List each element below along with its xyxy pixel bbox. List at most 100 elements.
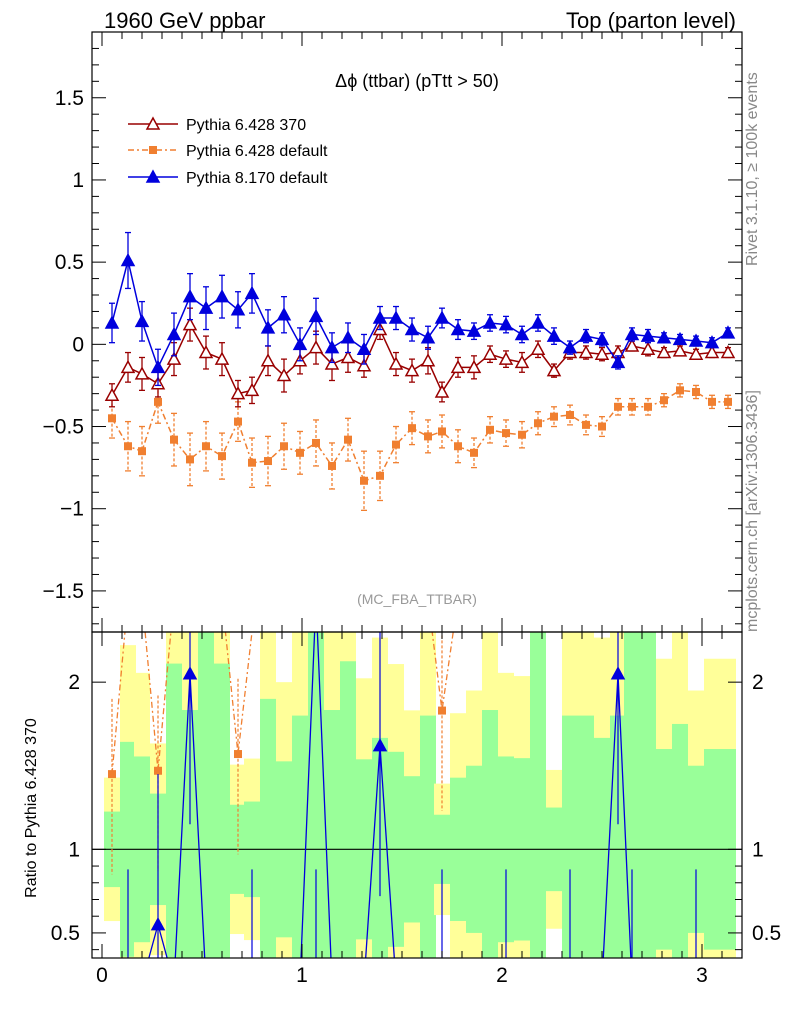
series-line-1 bbox=[111, 389, 728, 482]
data-point bbox=[214, 289, 230, 303]
ratio-band-inner bbox=[530, 632, 546, 958]
legend-marker bbox=[149, 146, 157, 154]
legend-label: Pythia 6.428 default bbox=[186, 143, 328, 160]
data-point bbox=[280, 442, 288, 451]
data-point bbox=[656, 330, 672, 344]
x-tick-label: 3 bbox=[696, 964, 708, 987]
ratio-y-tick-label: 0.5 bbox=[51, 922, 80, 945]
data-point bbox=[720, 325, 736, 339]
data-point bbox=[120, 252, 136, 267]
legend-label: Pythia 6.428 370 bbox=[186, 117, 306, 134]
data-point bbox=[260, 353, 276, 367]
ratio-y-tick-label: 2 bbox=[68, 671, 80, 694]
data-point bbox=[438, 427, 446, 436]
data-point bbox=[498, 317, 514, 331]
data-point bbox=[312, 438, 320, 447]
data-point bbox=[104, 387, 120, 402]
data-point bbox=[186, 455, 194, 464]
data-point bbox=[530, 315, 546, 329]
ratio-band-inner bbox=[672, 723, 688, 958]
data-point bbox=[360, 476, 368, 485]
data-point bbox=[296, 448, 304, 457]
data-point bbox=[486, 425, 494, 434]
data-point bbox=[276, 367, 292, 382]
data-point bbox=[356, 341, 372, 356]
data-point bbox=[328, 461, 336, 470]
data-point bbox=[276, 307, 292, 321]
data-point bbox=[230, 302, 246, 316]
data-point bbox=[624, 326, 640, 341]
data-point bbox=[692, 388, 700, 396]
data-point bbox=[434, 310, 450, 324]
ratio-y-tick-label: 1 bbox=[68, 838, 80, 861]
ratio-y-tick-label-right: 0.5 bbox=[752, 922, 781, 945]
data-point bbox=[644, 402, 652, 411]
data-point bbox=[166, 326, 182, 341]
data-point bbox=[582, 420, 590, 429]
data-point bbox=[420, 353, 436, 367]
data-point bbox=[292, 336, 308, 351]
ratio-band-inner bbox=[260, 698, 276, 958]
data-point bbox=[344, 435, 352, 444]
data-point bbox=[482, 346, 498, 360]
data-point bbox=[434, 384, 450, 398]
data-point bbox=[104, 315, 120, 329]
legend-marker bbox=[145, 116, 161, 130]
y-tick-label: −0.5 bbox=[43, 416, 84, 439]
data-point bbox=[534, 419, 542, 428]
data-point bbox=[514, 354, 530, 369]
data-point bbox=[372, 310, 388, 324]
ratio-y-tick-label-right: 2 bbox=[752, 671, 764, 694]
ratio-point bbox=[372, 738, 388, 752]
data-point bbox=[514, 326, 530, 341]
data-point bbox=[124, 442, 132, 451]
data-point bbox=[656, 344, 672, 359]
ratio-frame bbox=[91, 631, 743, 959]
data-point bbox=[546, 328, 562, 342]
data-point bbox=[308, 340, 324, 354]
ratio-band-inner bbox=[308, 632, 324, 958]
data-point bbox=[308, 308, 324, 323]
y-tick-label: −1 bbox=[60, 498, 84, 521]
y-tick-label: 1.5 bbox=[55, 87, 84, 110]
data-point bbox=[404, 363, 420, 377]
data-point bbox=[482, 315, 498, 329]
ratio-line-8170 bbox=[148, 632, 632, 958]
data-point bbox=[150, 359, 166, 374]
data-point bbox=[566, 411, 574, 420]
data-point bbox=[624, 338, 640, 352]
ratio-point bbox=[438, 706, 446, 715]
data-point bbox=[244, 382, 260, 397]
ratio-band-inner bbox=[198, 632, 214, 958]
legend-label: Pythia 8.170 default bbox=[186, 170, 328, 187]
data-point bbox=[138, 447, 146, 456]
data-point bbox=[154, 397, 162, 406]
watermark-label: (MC_FBA_TTBAR) bbox=[357, 591, 477, 607]
header-left: 1960 GeV ppbar bbox=[104, 8, 266, 33]
data-point bbox=[660, 396, 668, 405]
data-point bbox=[324, 340, 340, 354]
x-tick-label: 1 bbox=[296, 964, 308, 987]
data-point bbox=[530, 341, 546, 356]
data-point bbox=[134, 366, 150, 380]
ratio-point bbox=[154, 766, 162, 775]
data-point bbox=[518, 430, 526, 439]
data-point bbox=[170, 435, 178, 444]
data-point bbox=[594, 346, 610, 360]
data-point bbox=[182, 317, 198, 331]
data-point bbox=[230, 386, 246, 400]
data-point bbox=[120, 359, 136, 374]
data-point bbox=[688, 346, 704, 360]
data-point bbox=[708, 397, 716, 406]
data-point bbox=[166, 351, 182, 365]
data-point bbox=[202, 442, 210, 451]
data-point bbox=[672, 331, 688, 346]
data-point bbox=[198, 344, 214, 359]
data-point bbox=[704, 344, 720, 359]
ratio-point bbox=[610, 666, 626, 680]
data-point bbox=[244, 285, 260, 300]
data-point bbox=[248, 458, 256, 467]
data-point bbox=[578, 344, 594, 359]
data-point bbox=[724, 397, 732, 406]
